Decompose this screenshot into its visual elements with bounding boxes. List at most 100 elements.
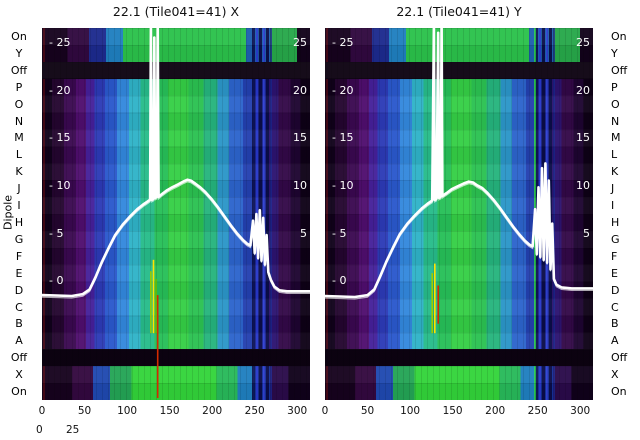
cap-band-bottom [325, 366, 593, 400]
dipole-label: O [611, 97, 620, 111]
dipole-label: G [14, 232, 24, 246]
dipole-label: P [611, 80, 618, 94]
off-row-band [325, 61, 593, 79]
x-tick-label: 200 [485, 405, 506, 417]
dipole-label: A [611, 334, 619, 348]
vertical-stripe [553, 28, 555, 400]
y-tick-label-left: - 25 [49, 35, 71, 49]
dipole-label: P [15, 80, 23, 94]
dipole-label: L [15, 148, 23, 162]
y-tick-label-left: - 10 [49, 178, 71, 192]
dipole-label: J [611, 182, 615, 196]
dipole-labels-right: On Y Off P O N M L K J I H G F E D C B A Off X On [611, 28, 639, 400]
x-tick-label: 100 [117, 405, 138, 417]
x-tick-label: 50 [77, 405, 92, 417]
x-tick-label: 250 [527, 405, 548, 417]
dipole-label: L [611, 148, 618, 162]
dipole-label: O [14, 97, 24, 111]
dipole-label: D [14, 283, 24, 297]
dipole-label: F [611, 249, 618, 263]
plot-area [42, 28, 310, 400]
y-tick-label-left: - 15 [49, 131, 71, 145]
dipole-label: X [15, 368, 23, 382]
x-tick-label: 300 [287, 405, 308, 417]
dipole-label: C [611, 300, 619, 314]
y-tick-label-right: 25 [293, 35, 307, 49]
heatmap-panel-y: - 25- 20- 15- 10- 5- 0 25 20 15 10 5 0 50 100 150… [322, 28, 593, 417]
dipole-label: B [611, 317, 619, 331]
beam-curve [42, 28, 310, 298]
dipole-label: Y [611, 46, 618, 60]
x-tick-label: 100 [400, 405, 421, 417]
x-tick-label: 250 [244, 405, 265, 417]
dipole-label: X [611, 368, 619, 382]
y-tick-label-left: - 0 [49, 274, 64, 288]
y-tick-label-left: - 20 [332, 83, 354, 97]
dipole-labels-left: On Y Off P O N M L K J I H G F E D C B A Off X On [4, 28, 34, 400]
dipole-label: G [611, 232, 620, 246]
panel-title-y: 22.1 (Tile041=41) Y [396, 4, 522, 19]
dipole-label: I [611, 199, 615, 212]
vertical-stripe [263, 28, 265, 400]
dipole-label: E [611, 266, 618, 280]
x-tick-label: 50 [360, 405, 375, 417]
dipole-label: On [11, 385, 27, 398]
dipole-label: I [17, 199, 21, 212]
beam-curve-echo [42, 28, 310, 299]
y-tick-label-right: 10 [293, 178, 307, 192]
dipole-label: E [15, 266, 23, 280]
dipole-label: Off [611, 351, 628, 365]
cap-band-top [42, 28, 310, 62]
x-tick-label: 300 [570, 405, 591, 417]
off-row-band [42, 349, 310, 367]
y-tick-label-left: - 5 [332, 226, 347, 240]
x-tick-label: 150 [159, 405, 180, 417]
vertical-stripe [42, 28, 45, 400]
y-tick-label-right: 20 [576, 83, 590, 97]
x-tick-label: 150 [442, 405, 463, 417]
y-tick-label-right: 5 [583, 226, 590, 240]
x-tick-label: 200 [202, 405, 223, 417]
dipole-label: Off [10, 351, 28, 365]
y-tick-label-left: - 5 [49, 226, 64, 240]
y-tick-label-right: 10 [576, 178, 590, 192]
y-tick-label-left: - 25 [332, 35, 354, 49]
y-tick-label-left: - 15 [332, 131, 354, 145]
dipole-label: Y [15, 46, 23, 60]
dipole-label: F [15, 249, 23, 263]
panel-title-x: 22.1 (Tile041=41) X [112, 4, 240, 19]
y-tick-label-left: - 0 [332, 274, 347, 288]
y-tick-label-left: - 10 [332, 178, 354, 192]
dipole-label: J [17, 182, 21, 196]
y-tick-label-right: 15 [293, 131, 307, 145]
corner-scale-min: 0 [36, 424, 43, 436]
texture-overlay [42, 28, 310, 400]
dipole-label: H [611, 216, 620, 229]
dipole-label: D [611, 283, 620, 297]
dipole-label: M [14, 131, 24, 145]
vertical-stripe [252, 28, 256, 400]
beam-curve [325, 28, 593, 299]
dipole-label: Off [611, 63, 628, 77]
beam-curve-svg [42, 28, 310, 399]
plot-area [325, 28, 593, 400]
dipole-label: On [611, 30, 627, 43]
dipole-label: A [15, 334, 23, 348]
x-tick-label: 0 [38, 405, 46, 417]
dipole-label: On [11, 30, 27, 43]
dipole-label: On [611, 385, 627, 398]
dipole-label: K [611, 165, 619, 179]
dipole-label: Off [10, 63, 28, 77]
y-tick-label-right: 5 [300, 226, 307, 240]
y-tick-label-right: 25 [576, 35, 590, 49]
dipole-label: N [611, 114, 620, 128]
dipole-label: B [15, 317, 23, 331]
vertical-stripe [325, 28, 328, 400]
y-tick-label-right: 15 [576, 131, 590, 145]
y-tick-label-left: - 20 [49, 83, 71, 97]
heatmap-panel-x: - 25- 20- 15- 10- 5- 0 25 20 15 10 5 0 50 100 150… [39, 28, 310, 417]
cap-band-bottom [42, 366, 310, 400]
y-tick-label-right: 20 [293, 83, 307, 97]
beam-curve-svg [325, 28, 593, 334]
